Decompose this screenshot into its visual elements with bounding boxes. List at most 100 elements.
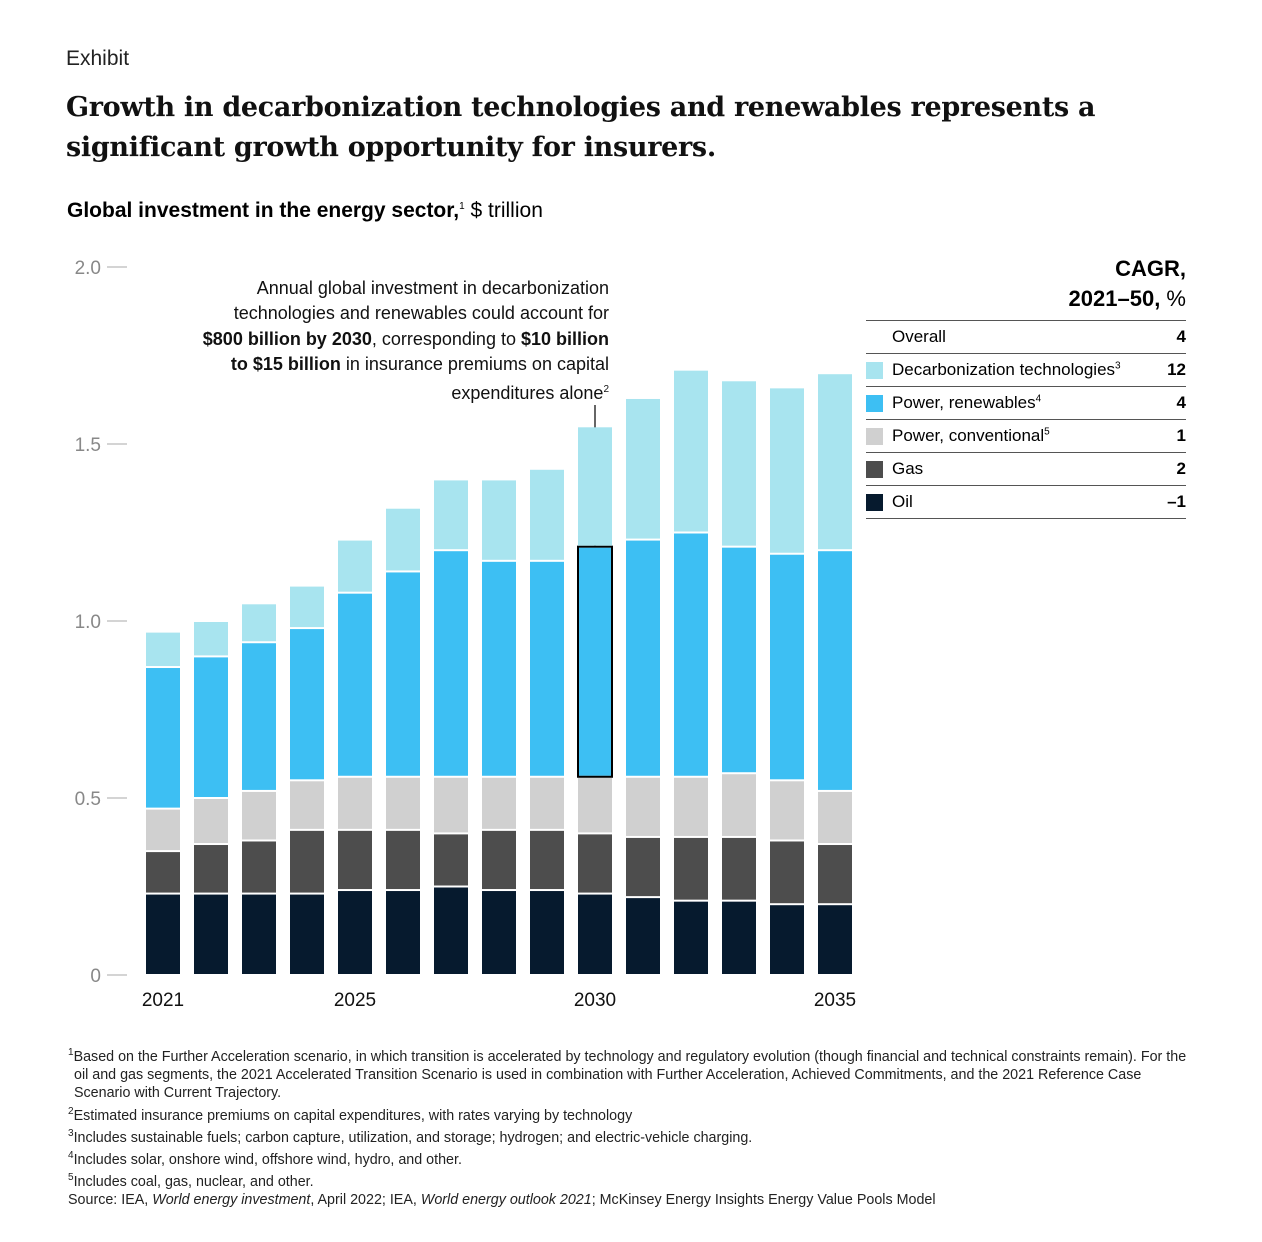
footnote: 3Includes sustainable fuels; carbon capt… bbox=[68, 1125, 1196, 1147]
source-text: Source: IEA, bbox=[68, 1191, 153, 1208]
chart-unit: $ trillion bbox=[464, 199, 543, 222]
legend-cagr-value: 1 bbox=[1176, 426, 1186, 445]
source-title: World energy investment bbox=[152, 1191, 311, 1208]
page-title: Growth in decarbonization technologies a… bbox=[66, 92, 1096, 163]
footnote-text: Includes sustainable fuels; carbon captu… bbox=[73, 1129, 753, 1146]
bar-segment-power-conventional-2025 bbox=[338, 777, 372, 829]
bar-segment-oil-2033 bbox=[722, 901, 756, 974]
y-tick-label: 0 bbox=[90, 966, 101, 987]
legend-label-text: Power, conventional bbox=[892, 426, 1045, 445]
bar-segment-power-renewables-2022 bbox=[194, 657, 228, 797]
annotation-text: , corresponding to bbox=[371, 328, 521, 349]
footnote-ref: 1 bbox=[459, 201, 465, 212]
bar-segment-power-renewables-2023 bbox=[242, 643, 276, 790]
bar-segment-power-renewables-2032 bbox=[674, 533, 708, 776]
bar-segment-oil-2034 bbox=[770, 905, 804, 974]
footnote-text: Estimated insurance premiums on capital … bbox=[73, 1107, 633, 1124]
chart-title: Global investment in the energy sector,1… bbox=[67, 199, 543, 223]
annotation-bold: $800 billion by 2030 bbox=[202, 328, 372, 349]
bar-segment-decarbonization-technologies-2021 bbox=[146, 632, 180, 667]
bar-segment-power-conventional-2024 bbox=[290, 781, 324, 829]
bar-segment-decarbonization-technologies-2024 bbox=[290, 586, 324, 628]
bar-segment-decarbonization-technologies-2033 bbox=[722, 381, 756, 546]
bar-segment-gas-2034 bbox=[770, 841, 804, 904]
bar-segment-gas-2035 bbox=[818, 845, 852, 904]
legend-label: Gas bbox=[892, 459, 1177, 479]
legend-row-overall: Overall 4 bbox=[866, 320, 1186, 353]
bar-segment-gas-2027 bbox=[434, 834, 468, 886]
footnote: 4Includes solar, onshore wind, offshore … bbox=[68, 1147, 1196, 1169]
bar-segment-power-conventional-2022 bbox=[194, 799, 228, 844]
footnote-ref: 5 bbox=[1044, 426, 1050, 438]
x-tick-label: 2035 bbox=[814, 990, 856, 1011]
bar-segment-decarbonization-technologies-2023 bbox=[242, 604, 276, 642]
legend-header-period: 2021–50, bbox=[1068, 286, 1161, 311]
legend-cagr-value: 12 bbox=[1167, 360, 1186, 379]
bar-segment-power-conventional-2023 bbox=[242, 791, 276, 840]
bar-segment-power-renewables-2029 bbox=[530, 561, 564, 776]
chart-title-main: Global investment in the energy sector, bbox=[67, 199, 460, 222]
bar-segment-decarbonization-technologies-2025 bbox=[338, 540, 372, 592]
legend-label: Decarbonization technologies3 bbox=[892, 360, 1167, 380]
footnote-ref: 4 bbox=[1035, 393, 1042, 405]
footnote: 5Includes coal, gas, nuclear, and other. bbox=[68, 1169, 1196, 1191]
source-note: Source: IEA, World energy investment, Ap… bbox=[66, 1191, 1196, 1209]
footnote-ref: 2 bbox=[603, 384, 609, 396]
chart-annotation: Annual global investment in decarbonizat… bbox=[200, 276, 609, 406]
bar-segment-gas-2022 bbox=[194, 845, 228, 893]
bar-segment-oil-2031 bbox=[626, 898, 660, 974]
legend-header-unit: % bbox=[1160, 286, 1186, 311]
bar-segment-power-conventional-2030 bbox=[578, 777, 612, 833]
footnote-text: Includes solar, onshore wind, offshore w… bbox=[73, 1151, 462, 1168]
y-tick-label: 2.0 bbox=[75, 258, 101, 279]
x-tick-label: 2021 bbox=[142, 990, 184, 1011]
legend-label-text: Overall bbox=[892, 327, 946, 346]
legend-swatch bbox=[866, 361, 883, 379]
y-tick-label: 1.5 bbox=[75, 435, 101, 456]
legend-row-decarbonization-technologies: Decarbonization technologies3 12 bbox=[866, 353, 1186, 386]
bar-segment-gas-2031 bbox=[626, 837, 660, 897]
legend-label-text: Oil bbox=[892, 492, 913, 511]
bar-segment-power-conventional-2021 bbox=[146, 809, 180, 851]
bar-segment-decarbonization-technologies-2028 bbox=[482, 480, 516, 560]
bar-segment-gas-2029 bbox=[530, 830, 564, 890]
x-tick-label: 2030 bbox=[574, 990, 616, 1011]
legend-label: Overall bbox=[892, 327, 1177, 347]
legend-label-text: Gas bbox=[892, 459, 924, 478]
legend-label: Power, conventional5 bbox=[892, 426, 1177, 446]
footnote-mark: 5 bbox=[68, 1171, 74, 1183]
legend-row-power-conventional: Power, conventional5 1 bbox=[866, 419, 1186, 452]
bar-segment-oil-2021 bbox=[146, 894, 180, 974]
bar-segment-power-conventional-2033 bbox=[722, 774, 756, 836]
bar-segment-oil-2028 bbox=[482, 891, 516, 974]
annotation-text: in insurance premiums on capital expendi… bbox=[340, 353, 609, 404]
bar-segment-gas-2023 bbox=[242, 841, 276, 893]
bar-segment-oil-2023 bbox=[242, 894, 276, 974]
legend-row-power-renewables: Power, renewables4 4 bbox=[866, 386, 1186, 419]
bar-segment-power-conventional-2027 bbox=[434, 777, 468, 833]
bar-segment-oil-2026 bbox=[386, 891, 420, 974]
bar-segment-power-renewables-2033 bbox=[722, 547, 756, 773]
y-tick-label: 1.0 bbox=[75, 612, 101, 633]
bar-segment-oil-2024 bbox=[290, 894, 324, 974]
bar-segment-power-conventional-2032 bbox=[674, 777, 708, 836]
bar-segment-power-conventional-2026 bbox=[386, 777, 420, 829]
bar-segment-gas-2033 bbox=[722, 837, 756, 900]
bar-segment-power-renewables-2021 bbox=[146, 668, 180, 808]
legend-cagr-value: 4 bbox=[1176, 327, 1186, 346]
bar-segment-gas-2024 bbox=[290, 830, 324, 893]
bar-segment-power-renewables-2031 bbox=[626, 540, 660, 776]
legend: CAGR, 2021–50, % Overall 4 Decarbonization… bbox=[866, 254, 1186, 519]
x-tick-label: 2025 bbox=[334, 990, 376, 1011]
bar-segment-gas-2028 bbox=[482, 830, 516, 890]
bar-segment-oil-2022 bbox=[194, 894, 228, 974]
bar-segment-decarbonization-technologies-2022 bbox=[194, 622, 228, 656]
bar-segment-power-conventional-2035 bbox=[818, 791, 852, 844]
bar-segment-power-conventional-2031 bbox=[626, 777, 660, 836]
bar-segment-decarbonization-technologies-2027 bbox=[434, 480, 468, 550]
footnote: 1Based on the Further Acceleration scena… bbox=[68, 1044, 1196, 1103]
bar-segment-decarbonization-technologies-2031 bbox=[626, 398, 660, 539]
bar-segment-decarbonization-technologies-2035 bbox=[818, 374, 852, 550]
legend-swatch bbox=[866, 394, 883, 412]
